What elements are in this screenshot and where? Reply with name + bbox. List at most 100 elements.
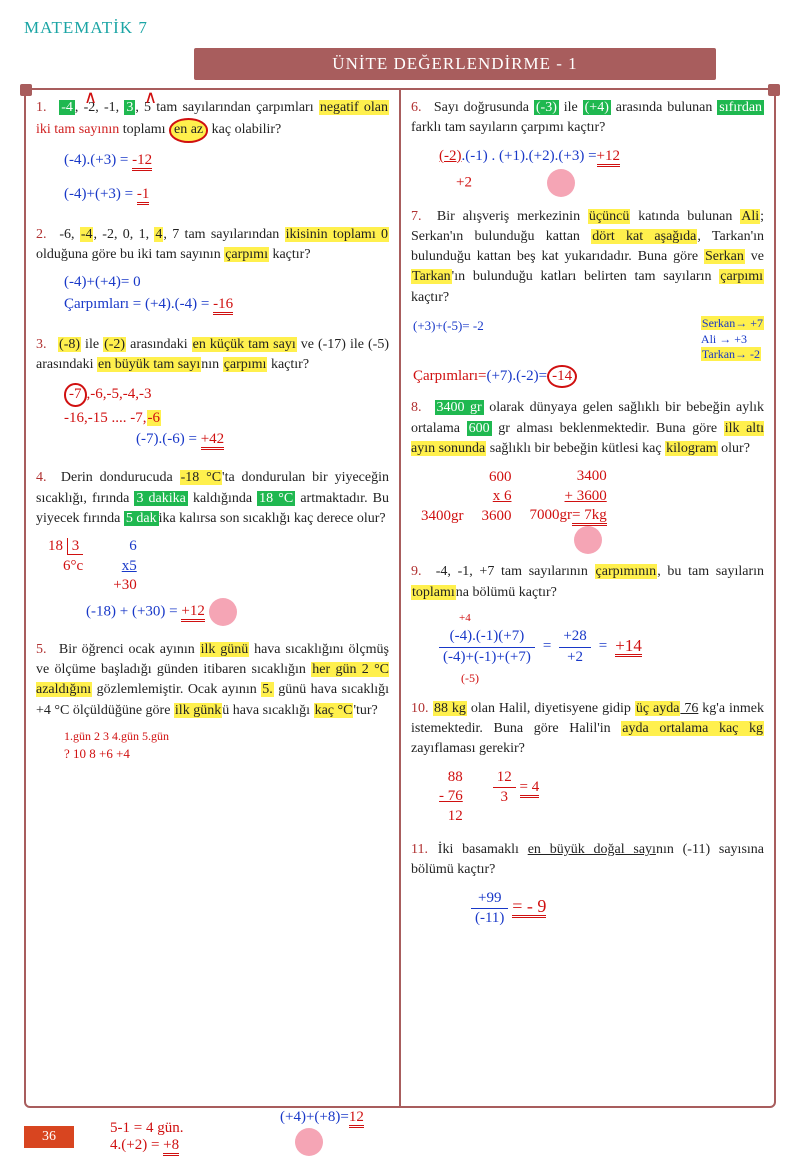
text: kaçtır? [269,247,311,262]
handwriting: 600 x 6 3600 [482,468,512,527]
q-number: 7. [411,207,429,227]
hw-text: 3 [67,538,84,555]
text: (-2) [103,337,126,352]
hw-text: 88 [448,769,463,785]
pink-dot-icon [574,526,602,554]
handwriting: 3400gr [421,507,464,527]
text: 88 kg [433,701,467,716]
text: çarpımının [595,564,658,579]
subject-header: MATEMATİK 7 [24,18,776,38]
question-6: 6. Sayı doğrusunda (-3) ile (+4) arasınd… [411,98,764,139]
text: toplamı [411,585,456,600]
text: 'tur? [353,703,377,718]
hw-text: x 6 [493,488,512,504]
text: olur? [718,441,750,456]
handwriting: ? 10 8 +6 +4 [64,746,389,763]
handwriting: +2 [456,169,764,197]
text: ve [745,249,764,264]
hw-answer: 12 [349,1110,364,1128]
fraction: +99(-11) [471,889,508,929]
handwriting: +99(-11) = - 9 [471,889,764,929]
text: Tarkan [411,269,452,284]
text: ile [559,100,583,115]
hw-text: (+7).(-2)= [486,368,547,384]
handwriting: -16,-15 .... -7,-6 [64,409,389,429]
pink-dot-icon [209,598,237,626]
text: en küçük tam sayı [192,337,297,352]
handwriting: 88 - 76 12 [439,768,463,827]
text: en az [169,118,208,142]
hw-answer: -1 [137,187,150,205]
handwriting: (+3)+(-5)= -2 [413,318,484,361]
text: ikisinin toplamı 0 [285,227,389,242]
hw-text: +2 [559,648,590,668]
hw-text: +30 [113,577,136,593]
fraction: (-4).(-1)(+7)(-4)+(-1)+(+7) [439,627,535,667]
hw-answer: +14 [615,637,642,657]
text: 5. [261,682,274,697]
hw-text: (-2) [439,148,462,164]
hw-text: 5-1 = 4 gün. [110,1120,183,1136]
question-1: ∧ ∧ 1. -4, -2, -1, 3, 5 tam sayılarından… [36,98,389,143]
hw-text: 3600 [482,508,512,524]
text: -4 [80,227,94,242]
handwriting-row: 18 3 6°c 6 x5 +30 [48,537,389,596]
question-11: 11. İki basamaklı en büyük doğal sayının… [411,840,764,881]
unit-banner: ÜNİTE DEĞERLENDİRME - 1 [194,48,716,80]
hw-text: x5 [122,558,137,574]
text: ilk günü [200,642,250,657]
hw-text: .(-1) . (+1).(+2).(+3) = [462,148,597,164]
text: Derin dondurucuda [61,470,180,485]
text: 5 dak [124,511,159,526]
pink-dot-icon [295,1128,323,1156]
text: olduğuna göre bu iki tam sayının [36,247,224,262]
q-number: 5. [36,640,54,660]
handwriting: 6 x5 +30 [113,537,136,596]
hw-text: 7000gr [530,507,573,523]
caret-icon: ∧ [144,84,157,110]
handwriting: (-2).(-1) . (+1).(+2).(+3) =+12 [439,147,764,167]
hw-text: Serkan→ +7 [701,316,764,330]
worksheet-page: MATEMATİK 7 ÜNİTE DEĞERLENDİRME - 1 ∧ ∧ … [0,0,800,1166]
text: (+4) [583,100,611,115]
caret-icon: ∧ [84,84,97,110]
handwriting: -7,-6,-5,-4,-3 [64,383,389,407]
text: 'ın bulunduğu katları belirten tam sayıl… [452,269,720,284]
question-4: 4. Derin dondurucuda -18 °C'ta dondurula… [36,468,389,529]
text: olan Halil, diyetisyene gidip [467,701,635,716]
text: kaç olabilir? [208,122,281,137]
text: Sayı doğrusunda [434,100,534,115]
text: 76 [680,701,698,716]
hw-text: + 3600 [565,488,607,504]
text: -6, [59,227,79,242]
handwriting: 123 = 4 [493,768,539,827]
question-7: 7. Bir alışveriş merkezinin üçüncü katın… [411,207,764,308]
question-9: 9. -4, -1, +7 tam sayılarının çarpımının… [411,562,764,603]
text: üç ayda [635,701,681,716]
page-number: 36 [24,1126,74,1148]
hw-text: +28 [559,627,590,648]
handwriting: (-5) [461,671,764,687]
hw-text: +99 [471,889,508,910]
hw-text: -7 [64,383,87,407]
hw-text: - 76 [439,788,463,804]
text: gözlemlemiştir. Ocak ayının [92,682,261,697]
hw-text: 6 [129,538,137,554]
text: -4 [59,100,75,115]
hw-text: Tarkan→ -2 [701,347,761,361]
question-8: 8. 3400 gr olarak dünyaya gelen sağlıklı… [411,398,764,459]
text: kaldığında [188,491,257,506]
text: toplamı [119,122,169,137]
handwriting: 18 3 6°c [48,537,83,596]
hw-answer: -12 [132,153,152,171]
hw-text: (+4)+(+8)= [280,1109,349,1125]
hw-text: 3 [493,788,516,808]
text: 3 dakika [134,491,187,506]
handwriting: (-18) + (+30) = +12 [86,598,389,626]
hw-text: (-4).(-1)(+7) [439,627,535,648]
hw-answer: -14 [547,365,577,389]
text: ile [81,337,103,352]
hw-answer: +42 [201,432,224,450]
text: kaçtır? [411,290,449,305]
handwriting-row: (+3)+(-5)= -2 Serkan→ +7 Ali → +3 Tarkan… [411,316,764,363]
